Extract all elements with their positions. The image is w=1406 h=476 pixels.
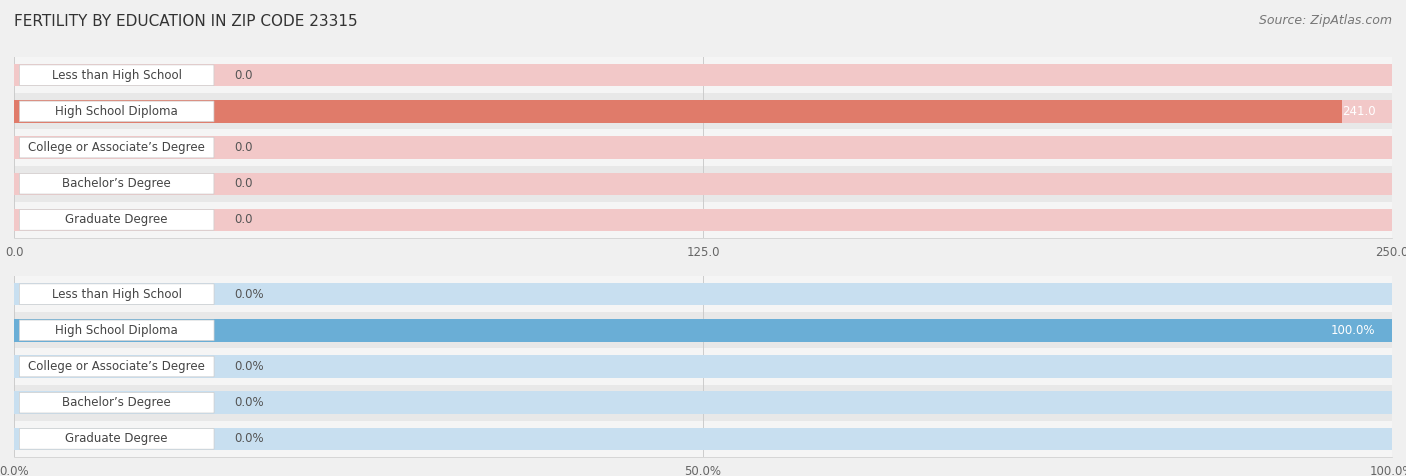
Text: Less than High School: Less than High School [52, 288, 181, 301]
Text: Graduate Degree: Graduate Degree [66, 213, 167, 227]
FancyBboxPatch shape [20, 209, 214, 230]
Text: College or Associate’s Degree: College or Associate’s Degree [28, 360, 205, 373]
Bar [14, 276, 1392, 312]
Bar [14, 427, 1392, 450]
Bar [14, 348, 1392, 385]
Bar [14, 93, 1392, 129]
Bar [14, 421, 1392, 457]
Text: 0.0%: 0.0% [235, 432, 264, 446]
Text: 0.0: 0.0 [235, 141, 253, 154]
Text: Less than High School: Less than High School [52, 69, 181, 82]
Bar [14, 64, 1392, 87]
FancyBboxPatch shape [20, 320, 214, 341]
Bar [14, 355, 1392, 378]
Bar [14, 100, 1343, 123]
Text: FERTILITY BY EDUCATION IN ZIP CODE 23315: FERTILITY BY EDUCATION IN ZIP CODE 23315 [14, 14, 357, 30]
Text: 0.0%: 0.0% [235, 288, 264, 301]
Text: 100.0%: 100.0% [1331, 324, 1375, 337]
FancyBboxPatch shape [20, 101, 214, 122]
Text: 0.0: 0.0 [235, 213, 253, 227]
Text: Bachelor’s Degree: Bachelor’s Degree [62, 177, 172, 190]
Text: Graduate Degree: Graduate Degree [66, 432, 167, 446]
FancyBboxPatch shape [20, 65, 214, 86]
Text: 241.0: 241.0 [1341, 105, 1375, 118]
Bar [14, 385, 1392, 421]
Text: High School Diploma: High School Diploma [55, 105, 179, 118]
Bar [14, 202, 1392, 238]
Bar [14, 172, 1392, 195]
Bar [14, 129, 1392, 166]
Bar [14, 283, 1392, 306]
FancyBboxPatch shape [20, 356, 214, 377]
Text: Source: ZipAtlas.com: Source: ZipAtlas.com [1258, 14, 1392, 27]
Bar [14, 319, 1392, 342]
Text: College or Associate’s Degree: College or Associate’s Degree [28, 141, 205, 154]
Text: 0.0: 0.0 [235, 177, 253, 190]
Bar [14, 57, 1392, 93]
Bar [14, 319, 1392, 342]
FancyBboxPatch shape [20, 284, 214, 305]
FancyBboxPatch shape [20, 173, 214, 194]
Text: High School Diploma: High School Diploma [55, 324, 179, 337]
Bar [14, 391, 1392, 414]
Text: 0.0%: 0.0% [235, 360, 264, 373]
FancyBboxPatch shape [20, 137, 214, 158]
Text: Bachelor’s Degree: Bachelor’s Degree [62, 396, 172, 409]
FancyBboxPatch shape [20, 392, 214, 413]
Text: 0.0%: 0.0% [235, 396, 264, 409]
Bar [14, 166, 1392, 202]
Bar [14, 136, 1392, 159]
FancyBboxPatch shape [20, 428, 214, 449]
Bar [14, 312, 1392, 348]
Bar [14, 208, 1392, 231]
Bar [14, 100, 1392, 123]
Text: 0.0: 0.0 [235, 69, 253, 82]
